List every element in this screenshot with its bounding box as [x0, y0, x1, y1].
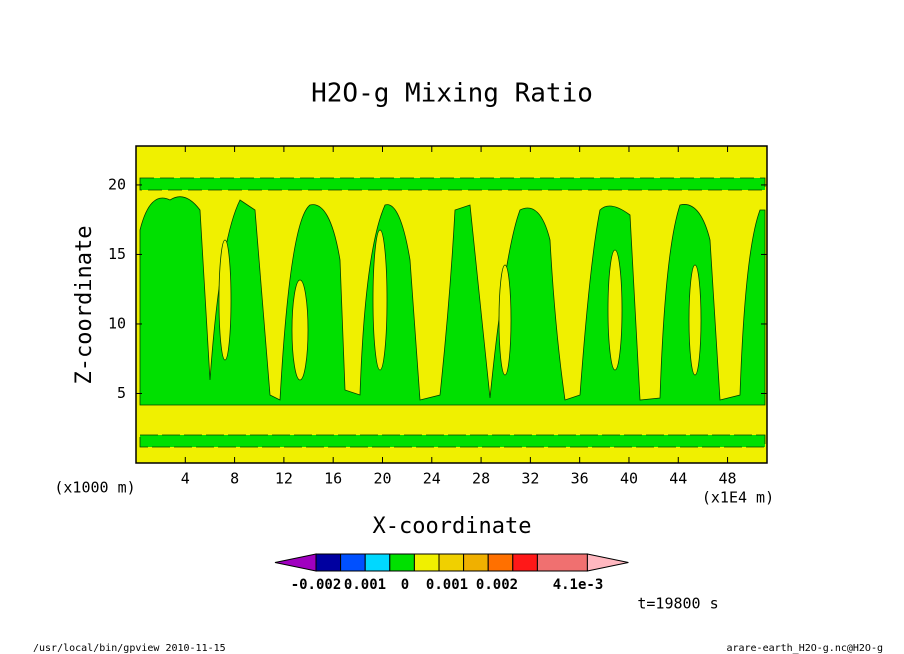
y-tick-label: 20	[108, 175, 126, 193]
x-tick-label: 8	[230, 470, 239, 488]
x-tick-label: 36	[571, 470, 589, 488]
contour-gap	[688, 264, 702, 376]
time-label: t=19800 s	[637, 595, 718, 613]
chart-title: H2O-g Mixing Ratio	[311, 79, 593, 109]
colorbar-label: 0.001	[344, 577, 386, 593]
x-tick-label: 40	[620, 470, 638, 488]
contour-gap	[218, 239, 232, 361]
x-axis-title: X-coordinate	[373, 514, 532, 539]
x-unit-label: (x1000 m)	[54, 479, 135, 497]
contour-gap	[291, 279, 309, 381]
colorbar-arrow	[586, 553, 629, 572]
colorbar-arrow	[274, 553, 317, 572]
contour-gap	[607, 249, 623, 371]
x-tick-label: 24	[423, 470, 441, 488]
colorbar-box	[340, 553, 366, 572]
contour-region	[139, 177, 766, 191]
x-tick-label: 12	[275, 470, 293, 488]
contour-field	[136, 146, 767, 463]
y-tick-label: 10	[108, 314, 126, 332]
colorbar-box	[536, 553, 588, 572]
x-unit-label: (x1E4 m)	[702, 489, 774, 507]
colorbar-label: 0	[401, 577, 409, 593]
x-tick-label: 44	[669, 470, 687, 488]
colorbar-label: 4.1e-3	[553, 577, 604, 593]
x-tick-label: 4	[181, 470, 190, 488]
colorbar-box	[463, 553, 489, 572]
x-tick-label: 20	[373, 470, 391, 488]
colorbar-label: -0.002	[291, 577, 342, 593]
x-tick-label: 16	[324, 470, 342, 488]
y-tick-label: 5	[117, 384, 126, 402]
y-tick-label: 15	[108, 245, 126, 263]
plot-frame	[135, 145, 768, 464]
x-tick-label: 48	[719, 470, 737, 488]
y-axis-title: Z-coordinate	[72, 226, 97, 385]
contour-gap	[372, 229, 388, 371]
contour-region	[139, 434, 766, 448]
colorbar-box	[512, 553, 538, 572]
contour-gap	[498, 264, 512, 376]
colorbar-label: 0.002	[476, 577, 518, 593]
colorbar-box	[487, 553, 514, 572]
colorbar-box	[389, 553, 415, 572]
colorbar-box	[438, 553, 465, 572]
x-tick-label: 28	[472, 470, 490, 488]
colorbar-box	[364, 553, 391, 572]
colorbar-label: 0.001	[426, 577, 468, 593]
footer-right: arare-earth_H2O-g.nc@H2O-g	[726, 643, 883, 654]
x-tick-label: 32	[521, 470, 539, 488]
colorbar-box	[413, 553, 440, 572]
footer-left: /usr/local/bin/gpview 2010-11-15	[33, 643, 226, 654]
colorbar-box	[315, 553, 342, 572]
